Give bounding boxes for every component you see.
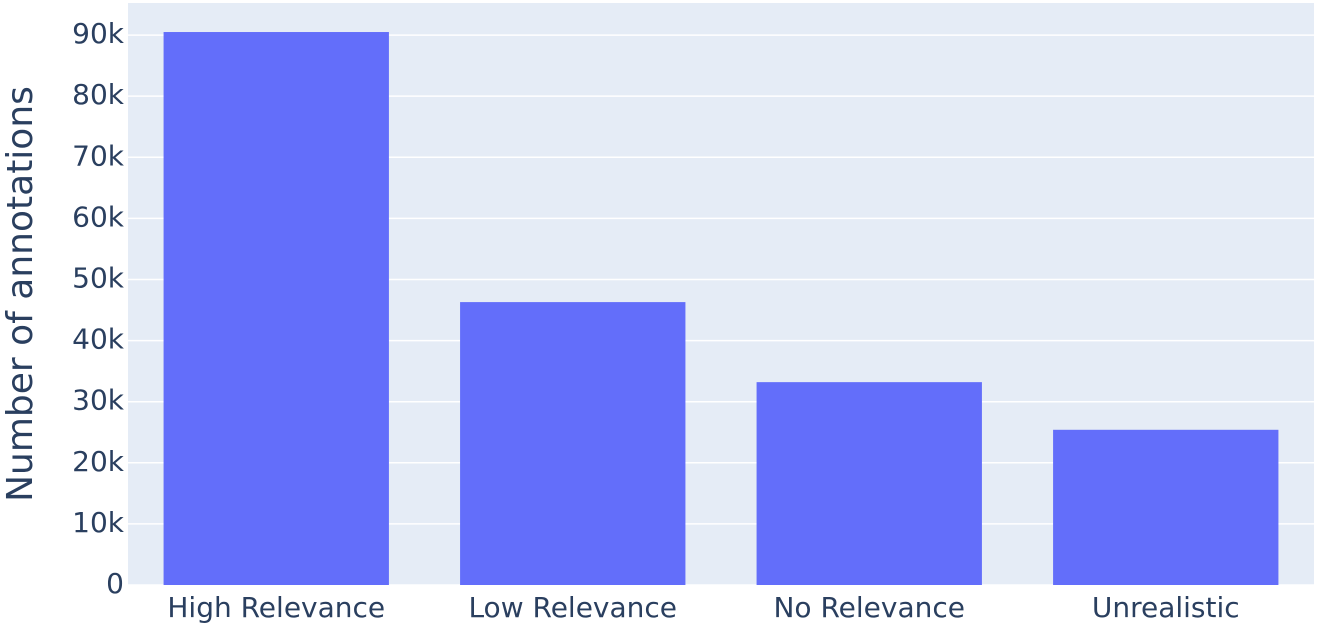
bar (756, 382, 982, 585)
x-tick-label: Low Relevance (468, 591, 677, 624)
bar (1053, 429, 1279, 585)
y-axis-title: Number of annotations (0, 86, 41, 502)
y-tick-label: 30k (72, 384, 125, 417)
y-tick-label: 50k (72, 261, 125, 294)
y-tick-label: 70k (72, 139, 125, 172)
bar (163, 32, 389, 585)
x-tick-label: Unrealistic (1092, 591, 1240, 624)
x-tick-label: No Relevance (773, 591, 965, 624)
y-tick-label: 80k (72, 78, 125, 111)
y-tick-label: 40k (72, 323, 125, 356)
x-tick-label: High Relevance (167, 591, 385, 624)
bar (460, 302, 686, 585)
y-tick-label: 90k (72, 17, 125, 50)
y-tick-label: 20k (72, 445, 125, 478)
y-tick-label: 0 (106, 567, 124, 600)
y-tick-label: 60k (72, 200, 125, 233)
y-tick-label: 10k (72, 506, 125, 539)
